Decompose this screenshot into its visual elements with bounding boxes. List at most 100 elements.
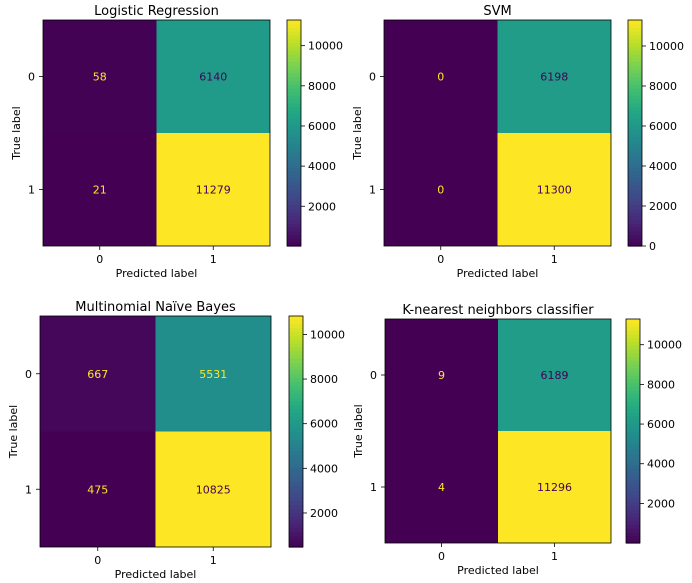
colorbar-gradient-segment	[626, 412, 640, 417]
colorbar-gradient-segment	[287, 84, 301, 89]
colorbar-gradient-segment	[289, 323, 303, 329]
colorbar-gradient-segment	[626, 494, 640, 499]
colorbar-gradient-segment	[628, 219, 642, 224]
chart-title: Logistic Regression	[94, 4, 219, 19]
colorbar-gradient-segment	[626, 330, 640, 335]
colorbar-tick-label-10000: 10000	[310, 328, 345, 341]
x-axis-label: Predicted label	[116, 267, 198, 280]
colorbar-tick-label-8000: 8000	[310, 373, 338, 386]
colorbar-gradient-segment	[628, 242, 642, 247]
chart-title: Multinomial Naïve Bayes	[75, 300, 236, 315]
colorbar-gradient-segment	[287, 95, 301, 100]
colorbar-gradient-segment	[287, 87, 301, 93]
colorbar-gradient-segment	[289, 516, 303, 521]
colorbar-gradient-segment	[626, 367, 640, 372]
colorbar-gradient-segment	[287, 238, 301, 243]
colorbar-gradient-segment	[289, 500, 303, 506]
colorbar-tick-label-6000: 6000	[308, 120, 336, 133]
colorbar-gradient-segment	[287, 42, 301, 47]
colorbar-gradient-segment	[287, 99, 301, 104]
cell-value-label-r1-c0: 0	[437, 184, 444, 197]
y-tick-label-0: 0	[370, 369, 377, 382]
y-tick-label-1: 1	[28, 184, 35, 197]
colorbar-gradient-segment	[626, 427, 640, 432]
colorbar-gradient-segment	[289, 412, 303, 417]
colorbar-gradient-segment	[289, 419, 303, 425]
colorbar-gradient-segment	[289, 400, 303, 406]
colorbar-gradient-segment	[289, 389, 303, 394]
colorbar-gradient-segment	[626, 464, 640, 469]
colorbar-gradient-segment	[289, 346, 303, 352]
heatmap-cell-r0-c1	[497, 20, 611, 133]
cell-value-label-r1-c0: 475	[87, 483, 108, 496]
heatmap-frame	[39, 315, 272, 548]
colorbar-gradient-segment	[626, 509, 640, 514]
colorbar-frame	[627, 19, 643, 247]
colorbar-gradient-segment	[626, 434, 640, 440]
colorbar-gradient-segment	[628, 136, 642, 142]
colorbar-gradient-segment	[287, 148, 301, 153]
colorbar-gradient-segment	[287, 193, 301, 198]
colorbar-gradient-segment	[289, 327, 303, 332]
colorbar-gradient-segment	[289, 473, 303, 479]
colorbar-gradient-segment	[289, 385, 303, 390]
colorbar-tick-label-6000: 6000	[647, 418, 675, 431]
colorbar-gradient-segment	[289, 431, 303, 436]
colorbar-gradient-segment	[287, 204, 301, 209]
heatmap-frame	[383, 19, 612, 247]
cell-value-label-r1-c1: 10825	[196, 483, 231, 496]
colorbar-gradient-segment	[287, 200, 301, 206]
cell-value-label-r0-c0: 667	[87, 368, 108, 381]
colorbar-gradient-segment	[287, 163, 301, 168]
heatmap-cell-r1-c0	[40, 431, 156, 547]
cell-value-label-r0-c0: 58	[93, 71, 107, 84]
colorbar-gradient-segment	[626, 382, 640, 387]
confusion-matrix-panel-3: 667 5531 475 10825 Multinomial Naïve Bayes 0 1…	[7, 300, 345, 581]
colorbar-gradient-segment	[287, 110, 301, 115]
colorbar-gradient-segment	[626, 333, 640, 339]
chart-title: K-nearest neighbors classifier	[402, 303, 594, 318]
colorbar-gradient-segment	[626, 498, 640, 503]
colorbar-tick-label-4000: 4000	[647, 458, 675, 471]
colorbar-gradient-segment	[287, 106, 301, 111]
colorbar-tick-label-4000: 4000	[310, 462, 338, 475]
colorbar-gradient-segment	[626, 501, 640, 507]
chart-title: SVM	[483, 4, 511, 19]
colorbar-gradient-segment	[628, 110, 642, 115]
colorbar-gradient-segment	[628, 208, 642, 213]
colorbar-tick-label-10000: 10000	[649, 40, 684, 53]
colorbar-gradient-segment	[287, 57, 301, 63]
y-axis-label: True label	[351, 106, 364, 160]
colorbar-gradient-segment	[626, 475, 640, 481]
colorbar-gradient-segment	[289, 377, 303, 383]
colorbar-gradient-segment	[289, 446, 303, 452]
colorbar-gradient-segment	[626, 404, 640, 410]
colorbar-gradient-segment	[626, 431, 640, 436]
colorbar-gradient-segment	[628, 84, 642, 89]
colorbar-gradient-segment	[628, 38, 642, 44]
colorbar-gradient-segment	[628, 20, 642, 25]
heatmap-cell-r0-c1	[156, 20, 270, 133]
colorbar-gradient-segment	[628, 87, 642, 93]
colorbar-gradient-segment	[628, 212, 642, 217]
colorbar-gradient-segment	[287, 208, 301, 213]
colorbar-gradient-segment	[289, 535, 303, 540]
x-axis-label: Predicted label	[457, 267, 539, 280]
colorbar-gradient-segment	[628, 27, 642, 32]
colorbar-gradient-segment	[628, 117, 642, 123]
colorbar-gradient-segment	[626, 483, 640, 488]
heatmap-cell-r0-c1	[155, 316, 271, 432]
colorbar-gradient-segment	[287, 27, 301, 32]
colorbar-gradient-segment	[626, 408, 640, 413]
colorbar-frame	[625, 318, 641, 544]
colorbar-gradient-segment	[628, 114, 642, 119]
colorbar-gradient-segment	[289, 481, 303, 486]
colorbar-gradient-segment	[287, 166, 301, 172]
y-tick-label-1: 1	[369, 184, 376, 197]
colorbar-gradient-segment	[289, 350, 303, 356]
x-tick-label-0: 0	[96, 253, 103, 266]
colorbar-gradient-segment	[287, 219, 301, 224]
colorbar-tick-label-10000: 10000	[647, 339, 682, 352]
colorbar-gradient-segment	[289, 508, 303, 513]
colorbar-gradient-segment	[628, 234, 642, 240]
